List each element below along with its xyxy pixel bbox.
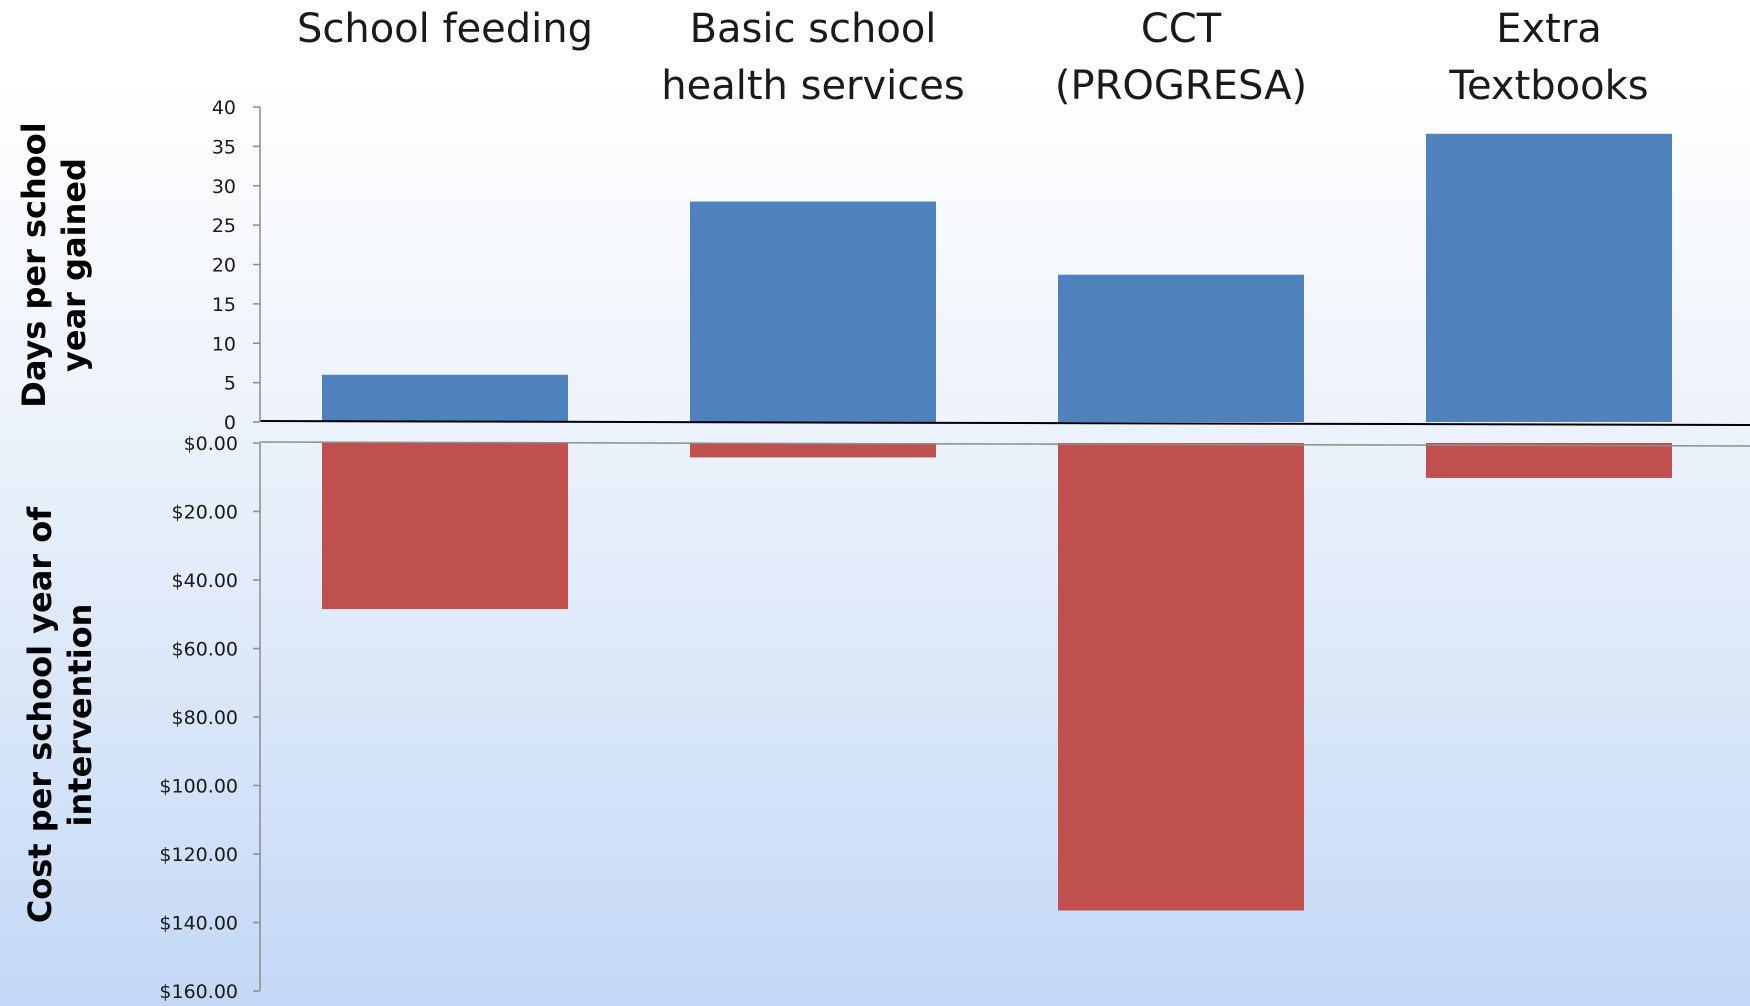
bottom-bar (1426, 443, 1672, 478)
category-label: School feeding (297, 6, 593, 52)
top-tick-label: 30 (212, 176, 236, 198)
bottom-bar (322, 443, 568, 610)
top-axis-title: Days per school year gained (15, 122, 93, 407)
top-bars (259, 133, 1750, 426)
top-tick-label: 35 (212, 136, 236, 158)
bottom-tick-label: $20.00 (172, 502, 238, 524)
bottom-tick-label: $120.00 (159, 844, 238, 866)
top-axis-title-line: Days per school (15, 122, 53, 407)
category-label: health services (661, 63, 964, 109)
category-label: Textbooks (1448, 63, 1648, 109)
category-label: CCT (1141, 6, 1222, 52)
bottom-bar (690, 443, 936, 458)
top-bar (322, 374, 568, 422)
bottom-tick-label: $160.00 (159, 981, 238, 1003)
top-ticks: 0 5 10 15 20 25 30 35 40 (212, 97, 261, 434)
top-bar (1426, 133, 1672, 422)
top-tick-label: 25 (212, 215, 236, 237)
bottom-baseline (259, 441, 1750, 447)
top-tick-label: 5 (224, 373, 236, 395)
category-labels: School feeding Basic school health service… (297, 6, 1649, 109)
top-tick-label: 20 (212, 255, 236, 277)
top-baseline (259, 420, 1750, 426)
top-tick-label: 15 (212, 294, 236, 316)
bottom-axis-title: Cost per school year of intervention (21, 506, 99, 923)
bottom-axis-title-line: Cost per school year of (21, 506, 59, 923)
bottom-bar (1058, 443, 1304, 911)
top-tick-label: 40 (212, 97, 236, 119)
bottom-tick-label: $80.00 (172, 707, 238, 729)
top-tick-label: 10 (212, 333, 236, 355)
bottom-tick-label: $40.00 (172, 570, 238, 592)
top-axis-title-line: year gained (55, 158, 93, 372)
category-label: Extra (1496, 6, 1602, 52)
top-bar (690, 201, 936, 422)
category-label: (PROGRESA) (1055, 63, 1307, 109)
bottom-tick-label: $60.00 (172, 639, 238, 661)
bottom-axis-title-line: intervention (61, 604, 99, 827)
bottom-panel: $0.00 $20.00 $40.00 $60.00 $80.00 $100.00 $120… (159, 433, 1750, 1003)
bottom-tick-label: $140.00 (159, 913, 238, 935)
top-panel: 0 5 10 15 20 25 30 35 40 (212, 97, 1750, 434)
bottom-bars (259, 441, 1750, 911)
bottom-ticks: $0.00 $20.00 $40.00 $60.00 $80.00 $100.00 $120… (159, 433, 261, 1003)
bottom-tick-label: $0.00 (184, 433, 238, 455)
category-label: Basic school (690, 6, 937, 52)
bottom-tick-label: $100.00 (159, 776, 238, 798)
top-tick-label: 0 (224, 412, 236, 434)
top-bar (1058, 274, 1304, 422)
